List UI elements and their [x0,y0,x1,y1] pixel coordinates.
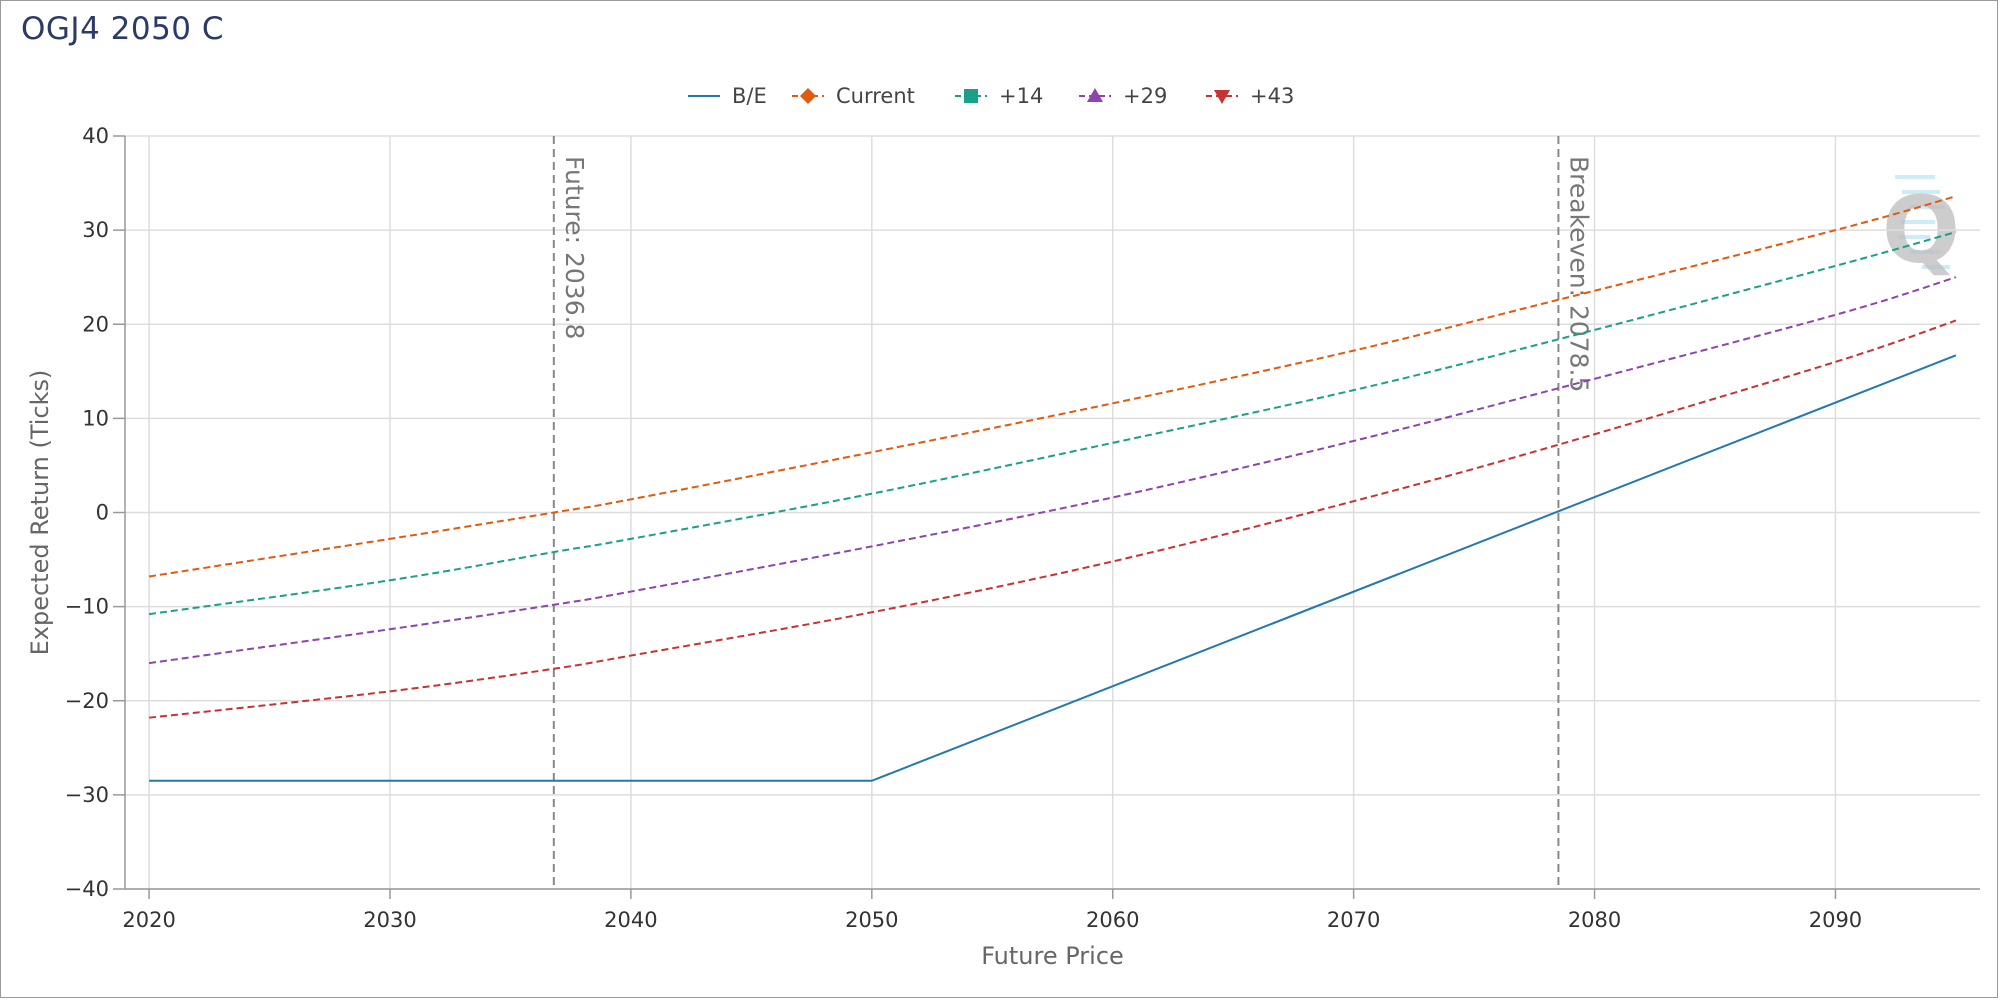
legend-item: B/E [688,84,767,108]
grid [125,135,1980,890]
y-tick-label: −20 [65,689,109,713]
y-tick-label: 20 [82,312,109,336]
legend-marker-square [964,89,978,103]
legend-marker-triangle-down [1214,90,1230,104]
y-axis-title: Expected Return (Ticks) [26,370,54,656]
legend: B/E Current +14 +29 +43 [688,84,1294,108]
reference-line-label: Future: 2036.8 [560,156,589,339]
legend-item: +29 [1079,84,1167,108]
legend-label: B/E [732,84,767,108]
watermark-stripe [1902,190,1940,194]
series-line-be [149,354,1957,782]
x-tick-label: 2060 [1086,908,1139,932]
legend-item: +43 [1206,84,1294,108]
y-tick-label: 0 [96,501,109,525]
reference-line-label: Breakeven: 2078.5 [1564,156,1593,392]
x-axis-title: Future Price [981,942,1124,970]
watermark-stripe [1922,265,1950,269]
x-tick-label: 2040 [604,908,657,932]
watermark-stripe [1895,175,1935,179]
chart-title: OGJ4 2050 C [21,11,225,47]
x-tick-label: 2090 [1809,908,1862,932]
y-tick-label: −30 [65,783,109,807]
legend-item: +14 [955,84,1043,108]
series-line-current [148,195,1957,578]
y-tick-label: 30 [82,218,109,242]
series-line-43 [148,319,1957,719]
x-tick-label: 2050 [845,908,898,932]
legend-item: Current [792,84,915,108]
x-tick-label: 2080 [1568,908,1621,932]
series-line-14 [148,231,1957,616]
watermark-stripe [1901,220,1935,224]
watermark-stripe [1910,250,1940,254]
legend-marker-diamond [800,88,816,104]
series-line-29 [148,276,1957,665]
legend-marker-triangle [1087,88,1103,102]
x-tick-label: 2020 [122,908,175,932]
x-tick-label: 2070 [1327,908,1380,932]
y-tick-label: 40 [82,124,109,148]
x-tick-label: 2030 [363,908,416,932]
watermark-stripe [1909,205,1945,209]
watermark-stripe [1898,235,1930,239]
y-tick-label: −40 [65,877,109,901]
legend-label: +29 [1123,84,1167,108]
legend-label: Current [836,84,915,108]
y-tick-label: 10 [82,406,109,430]
legend-label: +43 [1250,84,1294,108]
y-tick-label: −10 [65,595,109,619]
legend-label: +14 [999,84,1043,108]
